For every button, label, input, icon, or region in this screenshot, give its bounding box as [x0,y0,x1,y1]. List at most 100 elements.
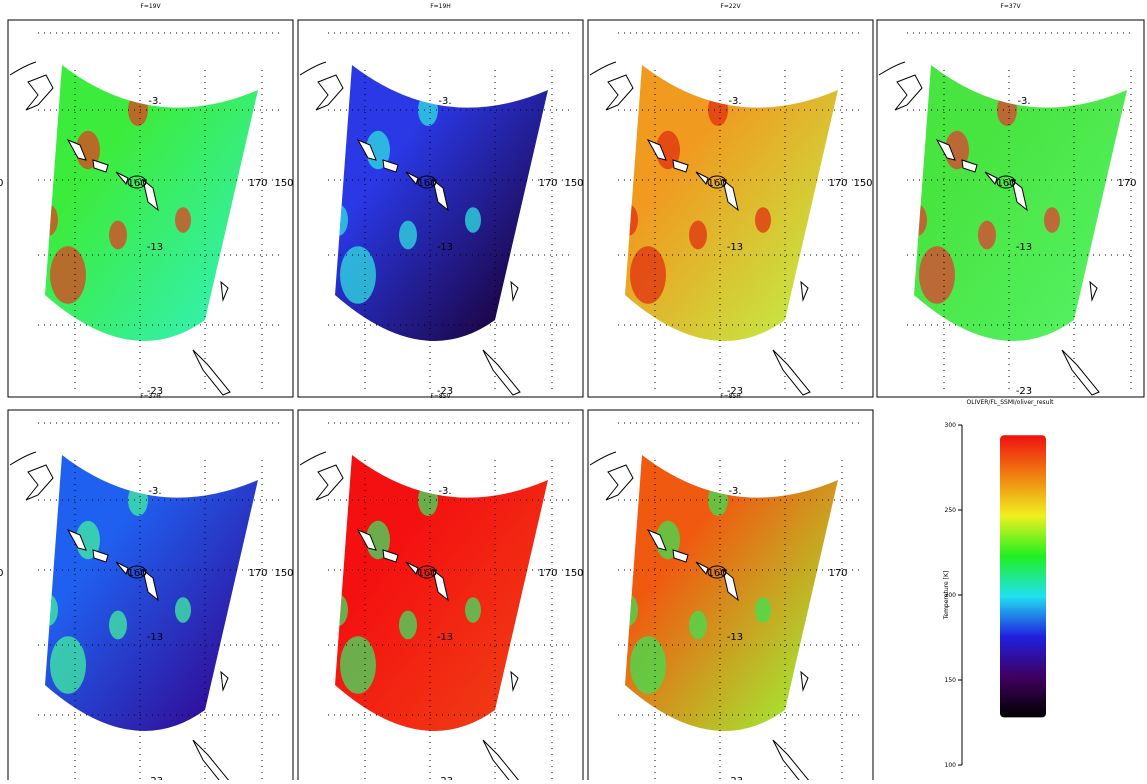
feature [708,484,728,516]
coastline [193,740,230,780]
lon-label: 170 [1117,178,1136,189]
coastline [773,740,810,780]
coastline [895,75,922,110]
feature [175,207,191,233]
coastline [590,62,616,75]
colorbar-tick-label: 250 [945,507,957,514]
colorbar-label: Temperature [K] [943,571,950,621]
colorbar-title: OLIVER/FL_SSMI/oliver_result [967,399,1055,406]
coastline [26,465,53,500]
coastline [1090,282,1097,300]
feature [689,221,707,250]
coastline [483,350,520,395]
map-panel: -3. -13 -23 160 170 [300,423,573,780]
colorbar [1000,435,1046,717]
lon-label: 170 [538,178,557,189]
lat-label: -13 [437,242,453,253]
lon-label: 150 [274,568,293,579]
lat-label: -13 [147,242,163,253]
feature [128,94,148,126]
coastline [511,672,518,690]
colorbar-tick-label: 100 [945,762,957,769]
feature [1044,207,1060,233]
feature [128,484,148,516]
feature [997,94,1017,126]
lon-label: 160 [417,178,436,189]
feature [689,611,707,640]
coastline [10,452,36,465]
feature [399,221,417,250]
coastline [606,465,633,500]
coastline [221,672,228,690]
coastline [590,452,616,465]
panel-title: F=19H [430,3,451,10]
lat-label: -3. [148,486,161,497]
feature [38,204,58,236]
figure: F=19V -3. -13 -23 160 170 150 F=19H -3. -13 -23 160… [0,0,1147,780]
lon-label: 160 [996,178,1015,189]
feature [175,597,191,623]
feature [109,221,127,250]
lat-label: -13 [147,632,163,643]
lon-label: 170 [248,568,267,579]
feature [465,597,481,623]
coastline [511,282,518,300]
map-panel: -3.-13-23160170 [300,33,573,397]
coastline [879,62,905,75]
panel-title: F=85H [720,393,741,400]
panel-title: F=19V [140,3,161,10]
feature [399,611,417,640]
lon-label: 160 [417,568,436,579]
coastline [10,62,36,75]
lon-label: 160 [127,178,146,189]
feature [755,207,771,233]
lon-label: 150 [0,178,4,189]
map-panel: -3.-13-23160170 [879,33,1137,397]
coastline [801,672,808,690]
feature [418,484,438,516]
feature [907,204,927,236]
lat-label: -13 [437,632,453,643]
colorbar-tick-label: 300 [945,422,957,429]
panel-title: F=37H [140,393,161,400]
coastline [300,452,326,465]
lat-label: -3. [148,96,161,107]
panel-title: F=37V [1000,3,1021,10]
colorbar-tick-label: 150 [945,677,957,684]
feature [328,594,348,626]
coastline [316,465,343,500]
lon-label: 150 [564,568,583,579]
feature [38,594,58,626]
coastline [773,350,810,395]
coastline [606,75,633,110]
lon-label: 160 [707,178,726,189]
map-panel: -3. -13 -23 160 170 [10,423,283,780]
lat-label: -13 [1016,242,1032,253]
coastline [221,282,228,300]
lon-label: 160 [707,568,726,579]
panel-title: F=85V [430,393,451,400]
lat-label: -23 [437,776,453,780]
feature [708,94,728,126]
coastline [193,350,230,395]
lat-label: -13 [727,242,743,253]
lat-label: -23 [147,776,163,780]
lon-label: 160 [127,568,146,579]
lon-label: 170 [538,568,557,579]
lon-label: 170 [828,568,847,579]
lon-label: 150 [0,568,4,579]
coastline [300,62,326,75]
lat-label: -3. [1017,96,1030,107]
lat-label: -3. [728,486,741,497]
lat-label: -23 [727,776,743,780]
feature [618,204,638,236]
lat-label: -3. [438,96,451,107]
coastline [801,282,808,300]
coastline [1062,350,1099,395]
coastline [316,75,343,110]
lat-label: -3. [438,486,451,497]
feature [618,594,638,626]
